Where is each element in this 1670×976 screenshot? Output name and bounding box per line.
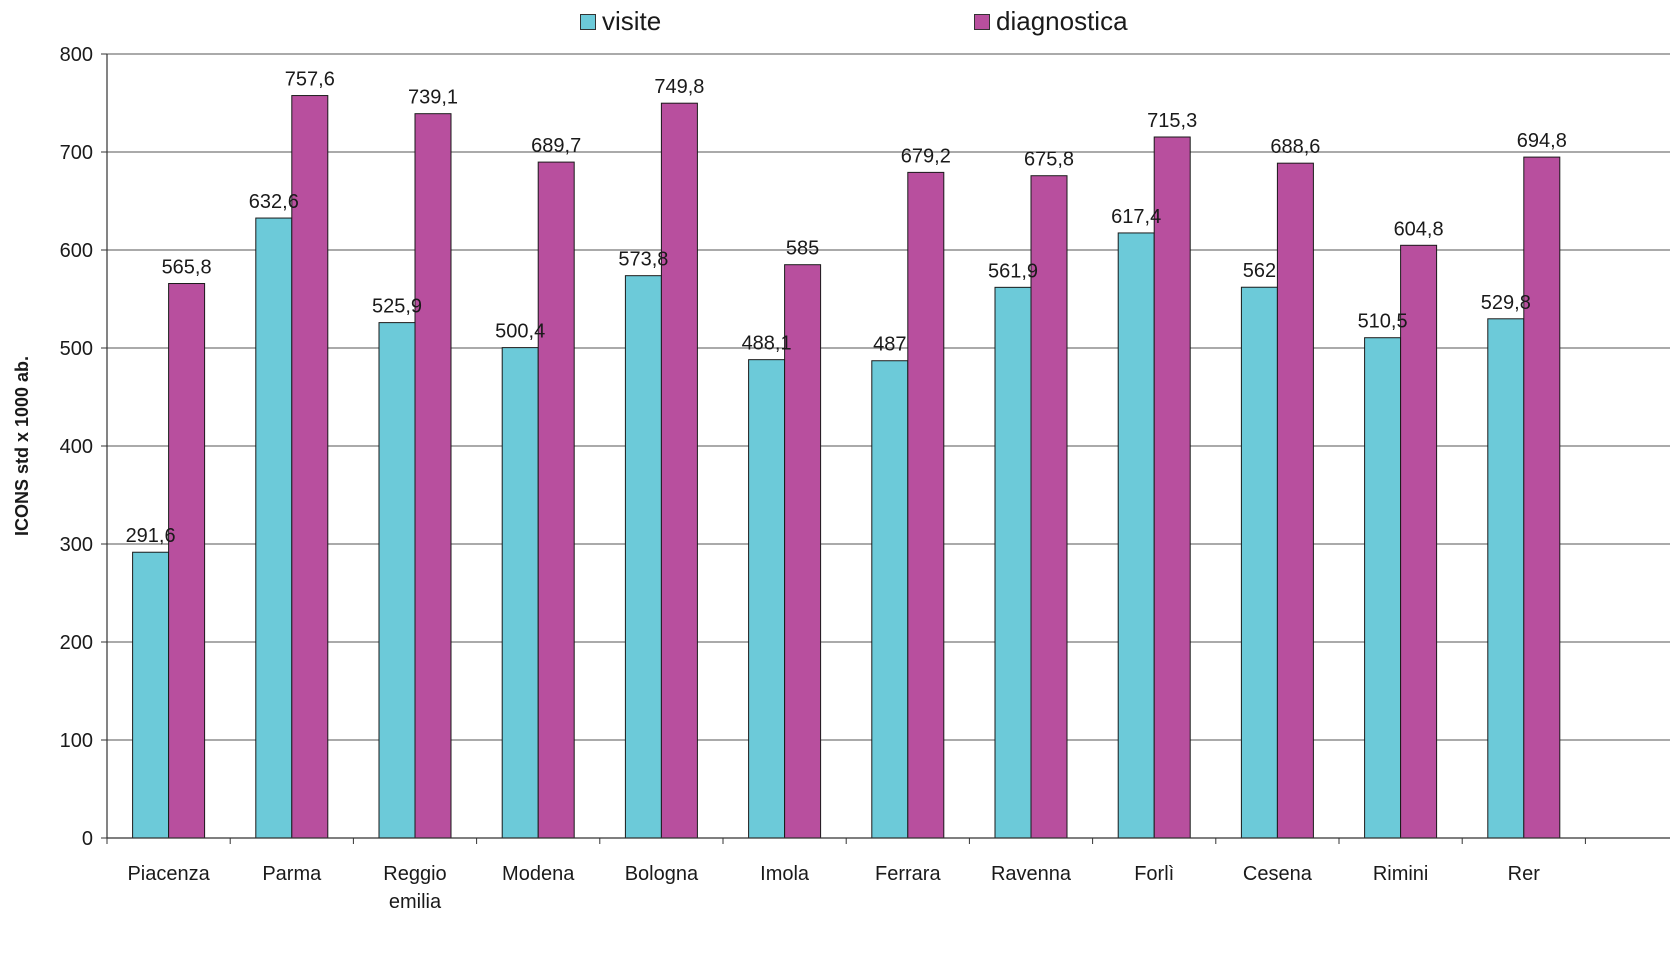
data-label-diagnostica: 757,6	[285, 69, 335, 91]
y-tick-label: 0	[82, 828, 93, 850]
bar-diagnostica	[1523, 156, 1561, 839]
data-label-visite: 561,9	[988, 260, 1038, 282]
x-tick-label: Parma	[262, 863, 322, 885]
bar-visite	[1117, 232, 1155, 839]
bar-diagnostica	[414, 113, 452, 839]
legend: visite diagnostica	[0, 6, 1670, 42]
x-tick-label: Rer	[1508, 863, 1541, 885]
x-tick-label: emilia	[389, 891, 442, 913]
x-tick-label: Ferrara	[875, 863, 941, 885]
data-label-diagnostica: 585	[786, 238, 819, 260]
bar-visite	[255, 217, 293, 839]
data-labels: 291,6 565,8 632,6 757,6 525,9 739,1 500,4 689,7…	[126, 69, 1567, 548]
data-label-diagnostica: 715,3	[1147, 110, 1197, 132]
bar-diagnostica	[291, 95, 329, 839]
bar-visite	[624, 275, 662, 839]
data-label-diagnostica: 739,1	[408, 87, 458, 109]
bar-visite	[132, 551, 170, 839]
bar-diagnostica	[907, 171, 945, 839]
bar-visite	[994, 286, 1032, 839]
data-label-visite: 525,9	[372, 296, 422, 318]
data-label-diagnostica: 679,2	[901, 145, 951, 167]
x-tick-label: Piacenza	[127, 863, 210, 885]
legend-item-visite: visite	[580, 6, 661, 37]
x-tick-label: Forlì	[1134, 863, 1174, 885]
bar-diagnostica	[168, 283, 206, 839]
legend-item-diagnostica: diagnostica	[974, 6, 1128, 37]
legend-label-diagnostica: diagnostica	[996, 6, 1128, 36]
bar-diagnostica	[1276, 162, 1314, 839]
bar-diagnostica	[1400, 244, 1438, 839]
y-tick-label: 300	[60, 534, 93, 556]
y-tick-label: 700	[60, 142, 93, 164]
bars	[132, 95, 1561, 839]
bar-diagnostica	[784, 264, 822, 839]
y-tick-label: 200	[60, 632, 93, 654]
data-label-visite: 488,1	[742, 333, 792, 355]
data-label-diagnostica: 689,7	[531, 135, 581, 157]
bar-diagnostica	[1153, 136, 1191, 839]
x-tick-label: Bologna	[625, 863, 699, 885]
x-tick-label: Rimini	[1373, 863, 1429, 885]
x-tick-label: Ravenna	[991, 863, 1072, 885]
bar-visite	[748, 359, 786, 839]
data-label-diagnostica: 604,8	[1394, 218, 1444, 240]
y-tick-label: 400	[60, 436, 93, 458]
data-label-visite: 529,8	[1481, 292, 1531, 314]
data-label-diagnostica: 565,8	[162, 257, 212, 279]
y-tick-labels: 0 100 200 300 400 500 600 700 800	[60, 44, 93, 850]
bar-visite	[378, 322, 416, 839]
data-label-diagnostica: 749,8	[654, 76, 704, 98]
data-label-visite: 562	[1243, 260, 1276, 282]
legend-swatch-visite	[580, 13, 596, 30]
bar-diagnostica	[537, 161, 575, 839]
legend-label-visite: visite	[602, 6, 662, 36]
bar-visite	[1364, 337, 1402, 839]
data-label-diagnostica: 688,6	[1270, 136, 1320, 158]
bar-visite	[1487, 318, 1525, 839]
y-tick-label: 600	[60, 240, 93, 262]
data-label-diagnostica: 694,8	[1517, 130, 1567, 152]
y-axis-label: ICONS std x 1000 ab.	[12, 356, 32, 536]
data-label-visite: 573,8	[618, 249, 668, 271]
bar-diagnostica	[660, 102, 698, 839]
x-tick-labels: Piacenza Parma Reggio emilia Modena Bologna Im…	[127, 863, 1540, 913]
data-label-diagnostica: 675,8	[1024, 149, 1074, 171]
x-tick-label: Reggio	[383, 863, 446, 885]
axes	[101, 53, 1670, 844]
x-tick-label: Modena	[502, 863, 575, 885]
x-tick-label: Cesena	[1243, 863, 1313, 885]
y-tick-label: 100	[60, 730, 93, 752]
data-label-visite: 510,5	[1358, 311, 1408, 333]
data-label-visite: 500,4	[495, 321, 545, 343]
data-label-visite: 291,6	[126, 525, 176, 547]
data-label-visite: 487	[873, 334, 906, 356]
data-label-visite: 617,4	[1111, 206, 1161, 228]
legend-swatch-diagnostica	[974, 13, 990, 30]
x-tick-label: Imola	[760, 863, 810, 885]
data-label-visite: 632,6	[249, 191, 299, 213]
y-tick-label: 800	[60, 44, 93, 66]
y-tick-label: 500	[60, 338, 93, 360]
bar-diagnostica	[1030, 175, 1068, 839]
bar-visite	[871, 360, 909, 839]
bar-visite	[501, 347, 539, 839]
bar-visite	[1240, 286, 1278, 839]
